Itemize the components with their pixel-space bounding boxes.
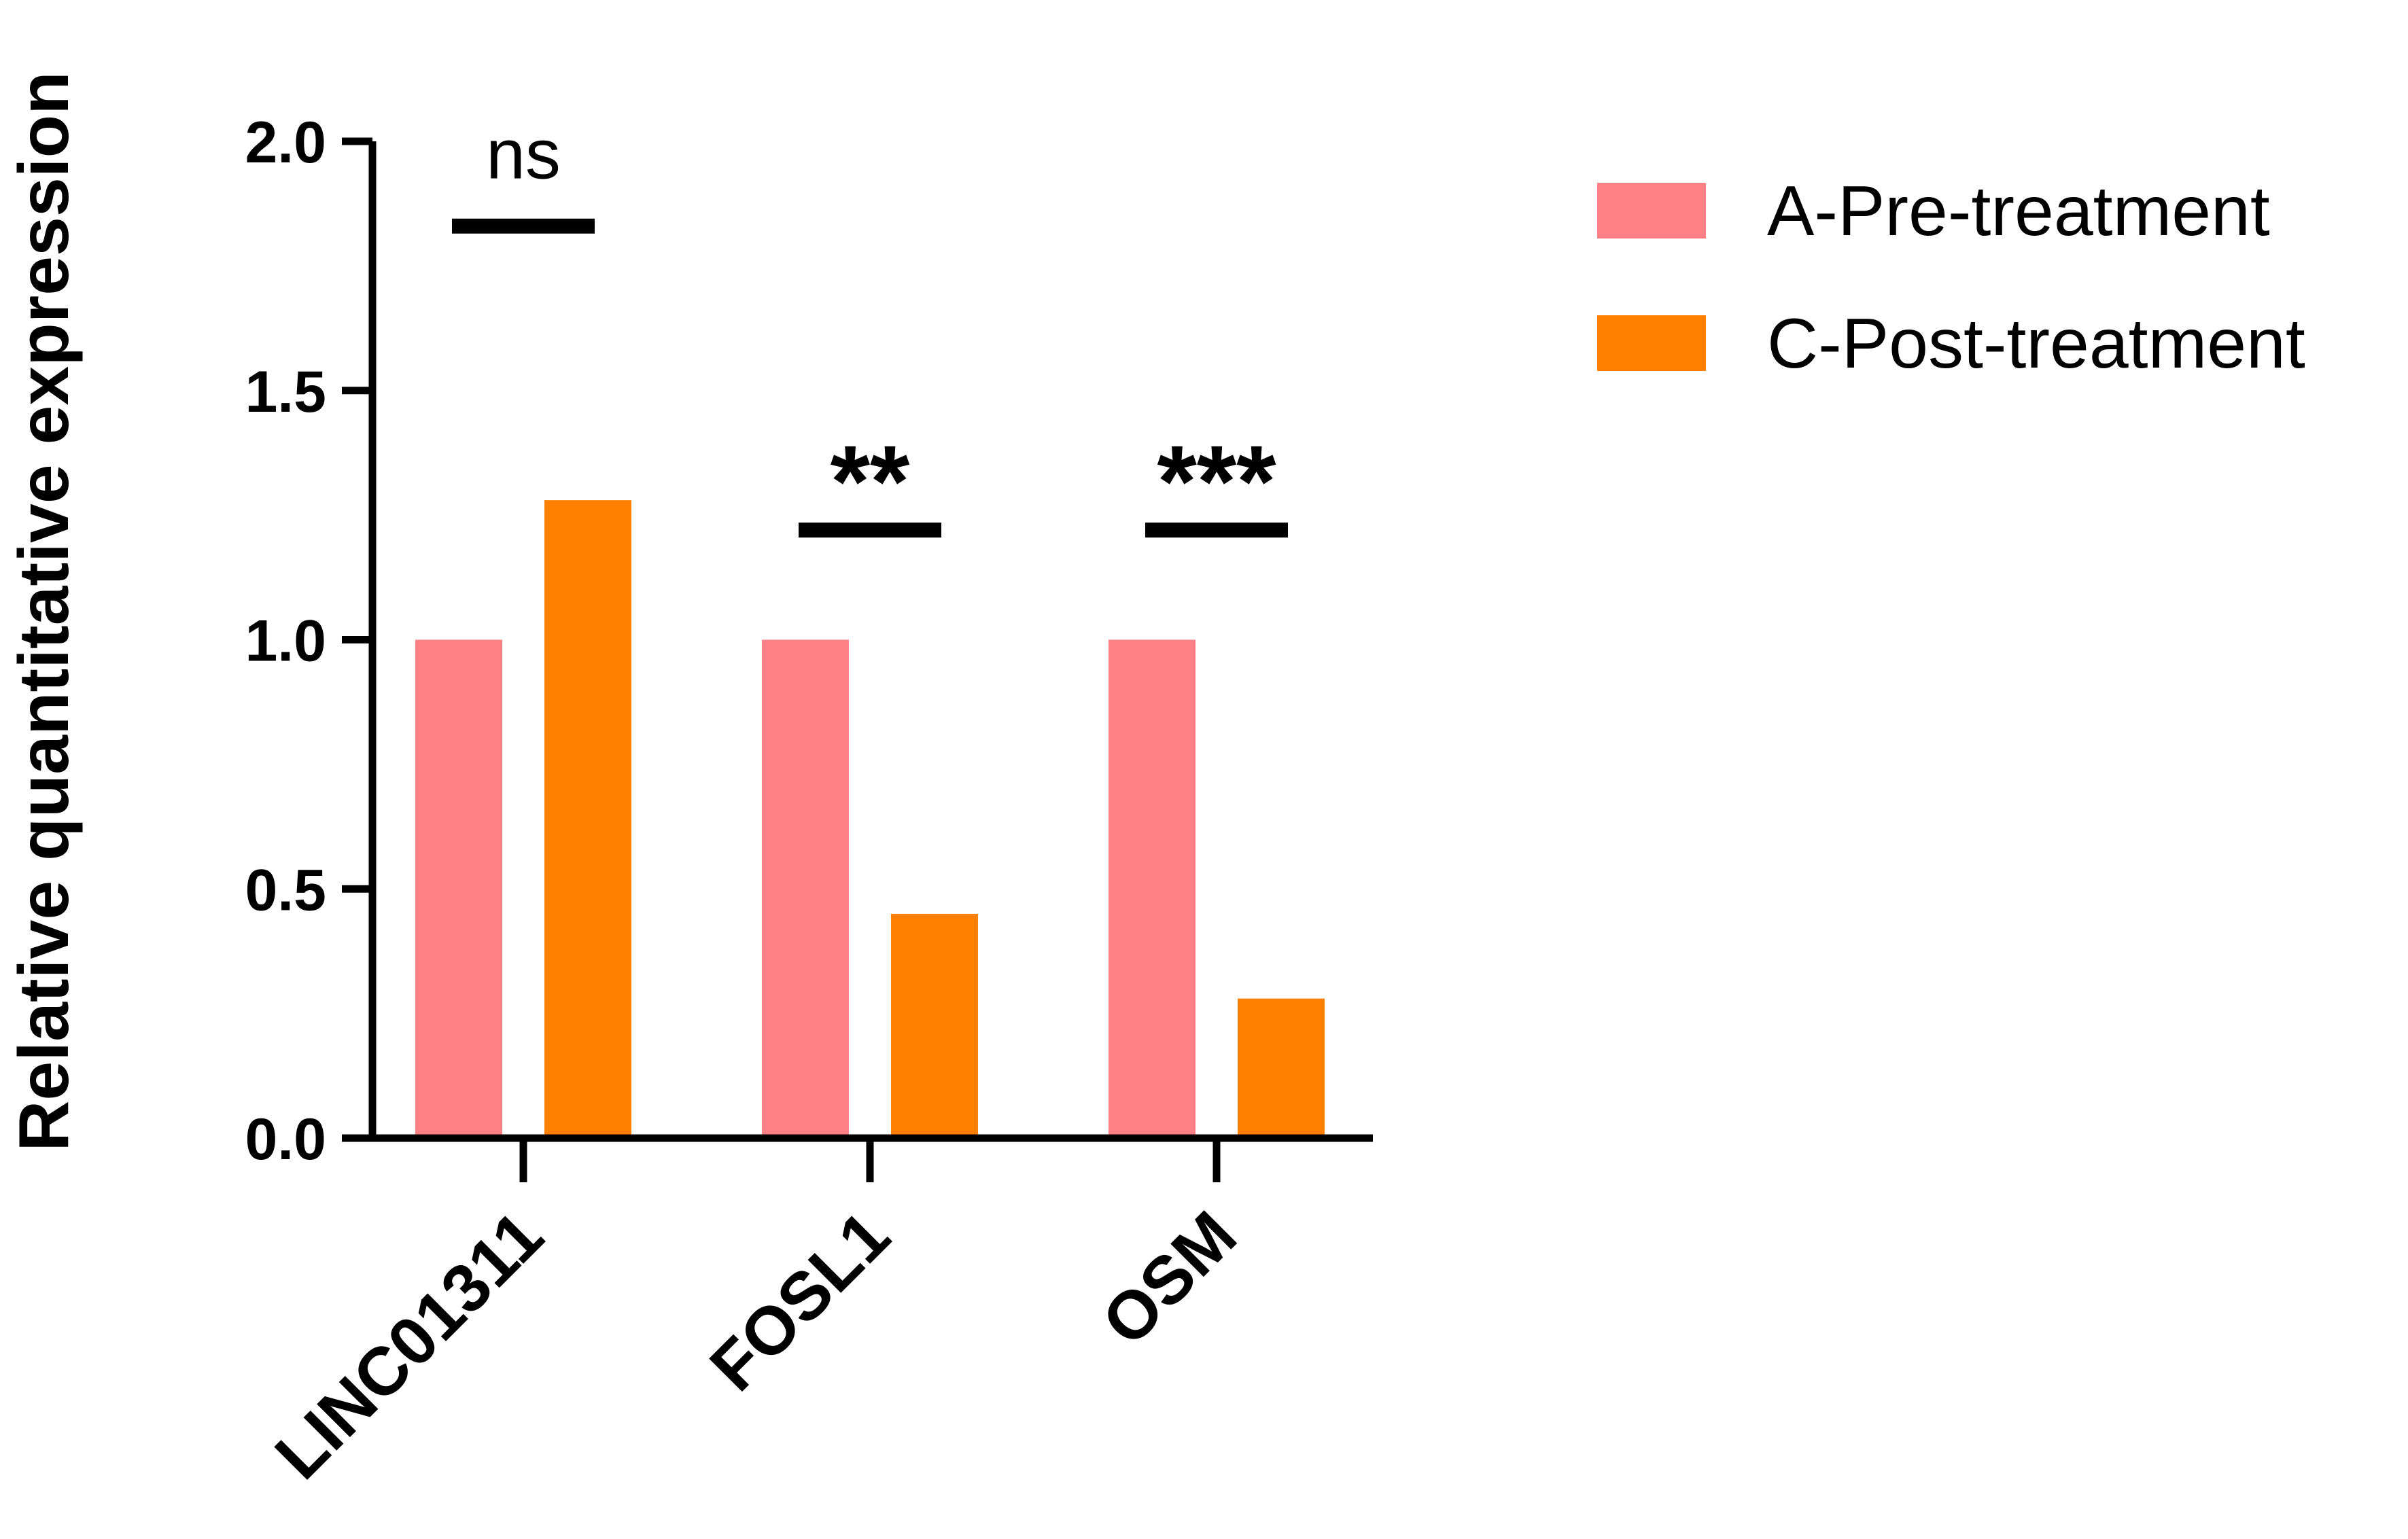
significance-label: ns xyxy=(486,116,561,194)
legend-label: C-Post-treatment xyxy=(1767,304,2305,383)
y-tick-label: 1.0 xyxy=(245,609,326,674)
bar-fosl1-post xyxy=(891,913,978,1138)
bar-osm-post xyxy=(1238,998,1325,1138)
significance-label: *** xyxy=(1157,424,1276,538)
x-category-label: LINC01311 xyxy=(261,1197,558,1493)
x-category-label: FOSL1 xyxy=(695,1197,904,1405)
significance-label: ** xyxy=(831,424,910,538)
bar-linc01311-pre xyxy=(415,639,502,1138)
legend-label: A-Pre-treatment xyxy=(1767,172,2270,251)
y-axis-title: Relative quantitative expression xyxy=(5,71,84,1151)
y-tick-label: 0.0 xyxy=(245,1107,326,1172)
x-category-label: OSM xyxy=(1087,1197,1251,1360)
legend-swatch xyxy=(1597,315,1706,371)
bar-fosl1-pre xyxy=(762,639,849,1138)
bar-linc01311-post xyxy=(544,500,631,1138)
y-tick-label: 0.5 xyxy=(245,857,326,923)
legend: A-Pre-treatment C-Post-treatment xyxy=(1597,172,2305,383)
y-tick-label: 1.5 xyxy=(245,359,326,425)
legend-swatch xyxy=(1597,183,1706,238)
bar-osm-pre xyxy=(1109,639,1196,1138)
y-tick-label: 2.0 xyxy=(245,110,326,175)
